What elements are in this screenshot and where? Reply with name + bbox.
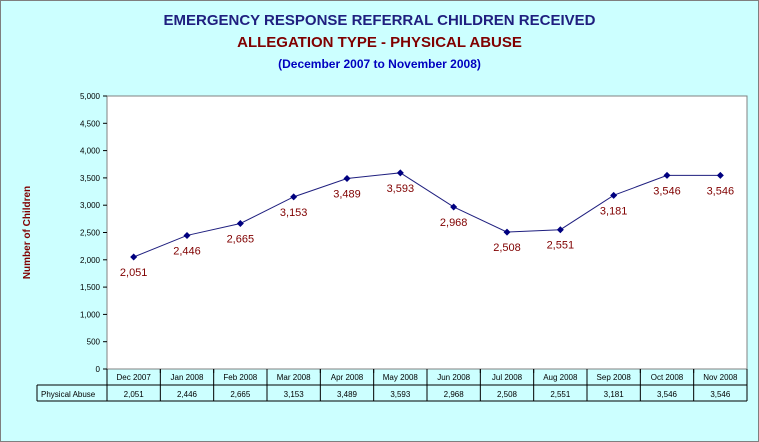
y-tick-label: 5,000 [80,92,101,101]
x-tick-label: Oct 2008 [651,373,684,382]
data-label: 3,181 [600,205,628,217]
x-tick-label: Jun 2008 [437,373,470,382]
data-label: 3,489 [333,189,361,201]
data-point [396,169,404,177]
table-value: 3,181 [604,390,625,399]
data-label: 2,968 [440,217,468,229]
data-label: 2,051 [120,267,148,279]
table-value: 2,968 [444,390,465,399]
data-label: 3,593 [387,183,415,195]
chart-title: EMERGENCY RESPONSE REFERRAL CHILDREN REC… [163,12,596,29]
x-tick-label: Apr 2008 [331,373,364,382]
y-axis-label: Number of Children [22,186,33,279]
x-tick-label: Jul 2008 [492,373,523,382]
table-value: 2,665 [230,390,251,399]
data-point [183,231,191,239]
series-name-label: Physical Abuse [41,390,96,399]
data-point [290,193,298,201]
data-point [130,253,138,261]
y-tick-label: 2,500 [80,229,101,238]
x-tick-label: Nov 2008 [703,373,738,382]
table-value: 3,546 [657,390,678,399]
data-label: 2,551 [547,240,575,252]
table-value: 3,489 [337,390,358,399]
x-tick-label: Dec 2007 [117,373,152,382]
data-label: 3,546 [707,185,735,197]
x-tick-label: Jan 2008 [171,373,204,382]
y-tick-label: 1,000 [80,310,101,319]
x-tick-label: Mar 2008 [277,373,311,382]
plot-area [106,95,748,370]
data-point [343,175,351,183]
y-tick-label: 2,000 [80,256,101,265]
y-tick-label: 3,500 [80,174,101,183]
y-tick-label: 4,500 [80,119,101,128]
data-label: 3,153 [280,207,308,219]
chart-period: (December 2007 to November 2008) [278,57,481,71]
y-tick-label: 4,000 [80,147,101,156]
y-tick-label: 3,000 [80,201,101,210]
data-point [610,191,618,199]
table-value: 2,446 [177,390,198,399]
table-value: 3,546 [710,390,731,399]
data-point [556,226,564,234]
y-tick-label: 1,500 [80,283,101,292]
data-point [236,219,244,227]
x-tick-label: Feb 2008 [223,373,257,382]
y-tick-label: 500 [87,338,101,347]
series-line [133,172,721,258]
table-value: 2,508 [497,390,518,399]
data-point [663,171,671,179]
x-tick-label: Sep 2008 [597,373,632,382]
data-label: 2,446 [173,245,201,257]
chart-subtitle: ALLEGATION TYPE - PHYSICAL ABUSE [237,34,522,51]
data-point [450,203,458,211]
data-label: 2,508 [493,242,521,254]
table-value: 3,593 [390,390,411,399]
table-value: 2,051 [124,390,145,399]
data-point [716,171,724,179]
data-label: 3,546 [653,185,681,197]
table-value: 3,153 [284,390,305,399]
x-tick-label: Aug 2008 [543,373,578,382]
data-point [503,228,511,236]
y-tick-label: 0 [96,365,101,374]
table-value: 2,551 [550,390,571,399]
x-tick-label: May 2008 [383,373,419,382]
data-label: 2,665 [227,233,255,245]
